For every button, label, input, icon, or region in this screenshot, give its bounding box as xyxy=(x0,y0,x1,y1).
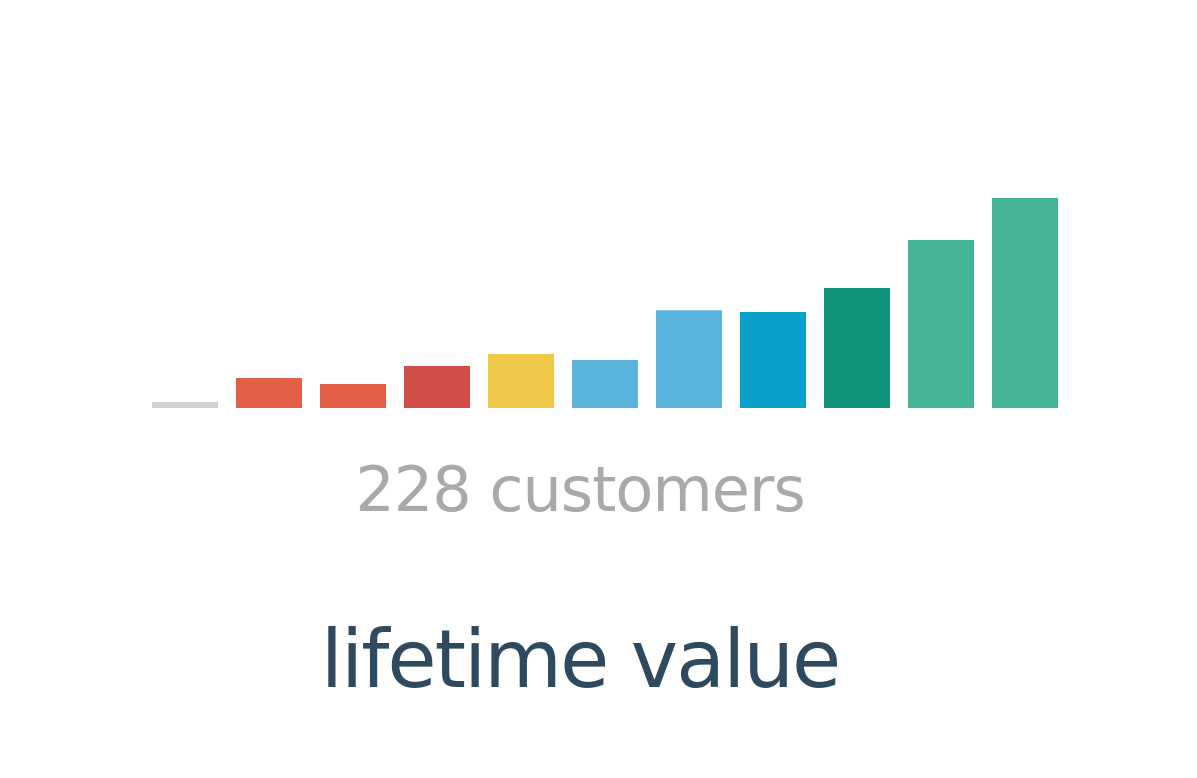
chart-bar-4 xyxy=(404,366,470,408)
metric-title: lifetime value xyxy=(320,613,842,706)
chart-bar-1 xyxy=(152,402,218,408)
chart-bar-2 xyxy=(236,378,302,408)
chart-bar-3 xyxy=(320,384,386,408)
chart-bar-10 xyxy=(908,240,974,408)
chart-bar-9 xyxy=(824,288,890,408)
chart-bar-7 xyxy=(656,310,722,408)
chart-bar-5 xyxy=(488,354,554,408)
customer-count-label: 228 customers xyxy=(355,453,805,526)
chart-bar-6 xyxy=(572,360,638,408)
chart-bar-11 xyxy=(992,198,1058,408)
chart-bar-8 xyxy=(740,312,806,408)
